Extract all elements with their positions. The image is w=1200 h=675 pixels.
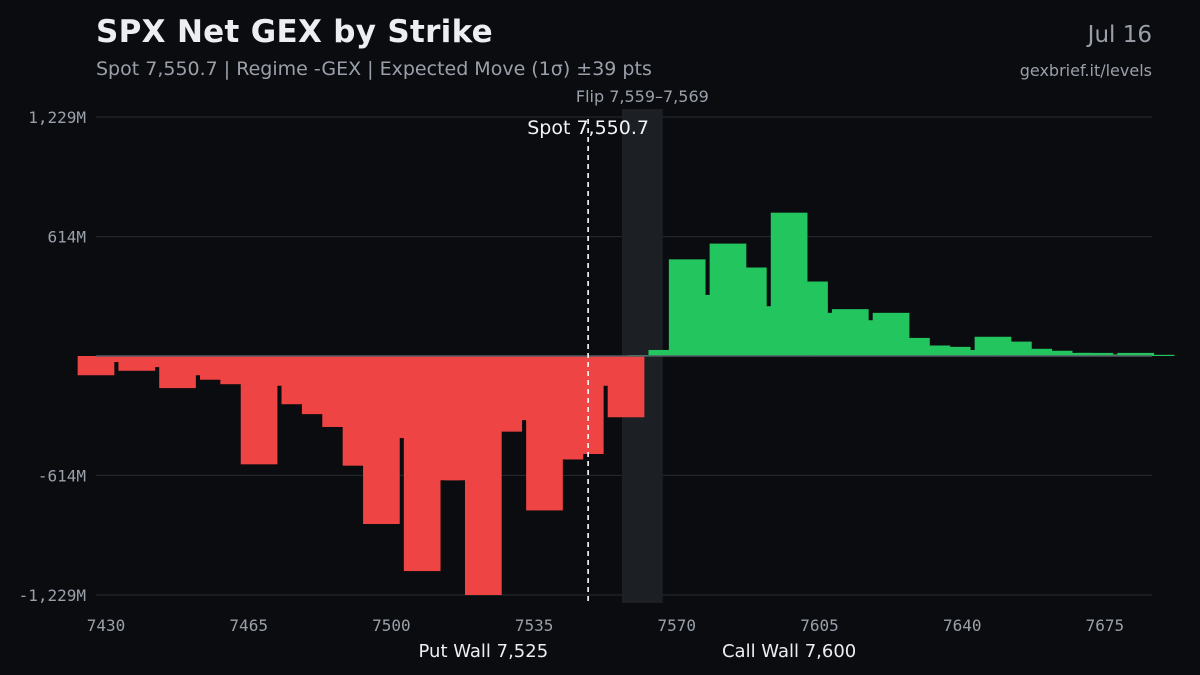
y-tick-label: -614M: [38, 466, 86, 485]
gex-bar: [1096, 354, 1134, 356]
source-label: gexbrief.it/levels: [1019, 61, 1152, 80]
x-tick-label: 7605: [800, 616, 839, 635]
spot-label: Spot 7,550.7: [527, 117, 649, 139]
y-tick-label: 1,229M: [28, 108, 86, 127]
gex-bar: [954, 349, 991, 356]
gex-bar: [1056, 352, 1093, 356]
annotations-layer: Spot 7,550.7 Flip 7,559–7,569 Put Wall 7,5…: [419, 87, 857, 662]
flip-label: Flip 7,559–7,569: [576, 87, 709, 106]
gex-bar: [1035, 350, 1073, 356]
gex-bar: [607, 356, 645, 418]
gex-bar: [138, 356, 176, 368]
chart-date: Jul 16: [1087, 22, 1152, 48]
y-axis-ticks: 1,229M 614M -614M -1,229M: [19, 108, 86, 605]
gex-bar: [648, 349, 686, 356]
bars-layer: [77, 212, 1175, 595]
y-tick-label: 614M: [47, 228, 86, 247]
gex-bar: [1137, 354, 1175, 356]
x-tick-label: 7430: [87, 616, 126, 635]
x-tick-label: 7535: [515, 616, 554, 635]
x-tick-label: 7640: [943, 616, 982, 635]
gex-bar: [933, 346, 971, 356]
x-axis-ticks: 7430 7465 7500 7535 7570 7605 7640 7675: [87, 616, 1124, 635]
y-tick-label: -1,229M: [19, 586, 86, 605]
x-tick-label: 7465: [229, 616, 268, 635]
x-tick-label: 7570: [658, 616, 697, 635]
chart-title: SPX Net GEX by Strike: [96, 14, 493, 50]
chart-subtitle: Spot 7,550.7 | Regime -GEX | Expected Mo…: [96, 58, 652, 80]
gex-bar: [98, 356, 135, 363]
gex-bar: [913, 345, 951, 356]
x-tick-label: 7675: [1086, 616, 1125, 635]
gex-bar: [1015, 348, 1053, 356]
gex-bar: [1076, 352, 1114, 356]
x-tick-label: 7500: [372, 616, 411, 635]
gex-bar: [1117, 352, 1155, 356]
call-wall-label: Call Wall 7,600: [722, 641, 856, 662]
put-wall-label: Put Wall 7,525: [419, 641, 549, 662]
